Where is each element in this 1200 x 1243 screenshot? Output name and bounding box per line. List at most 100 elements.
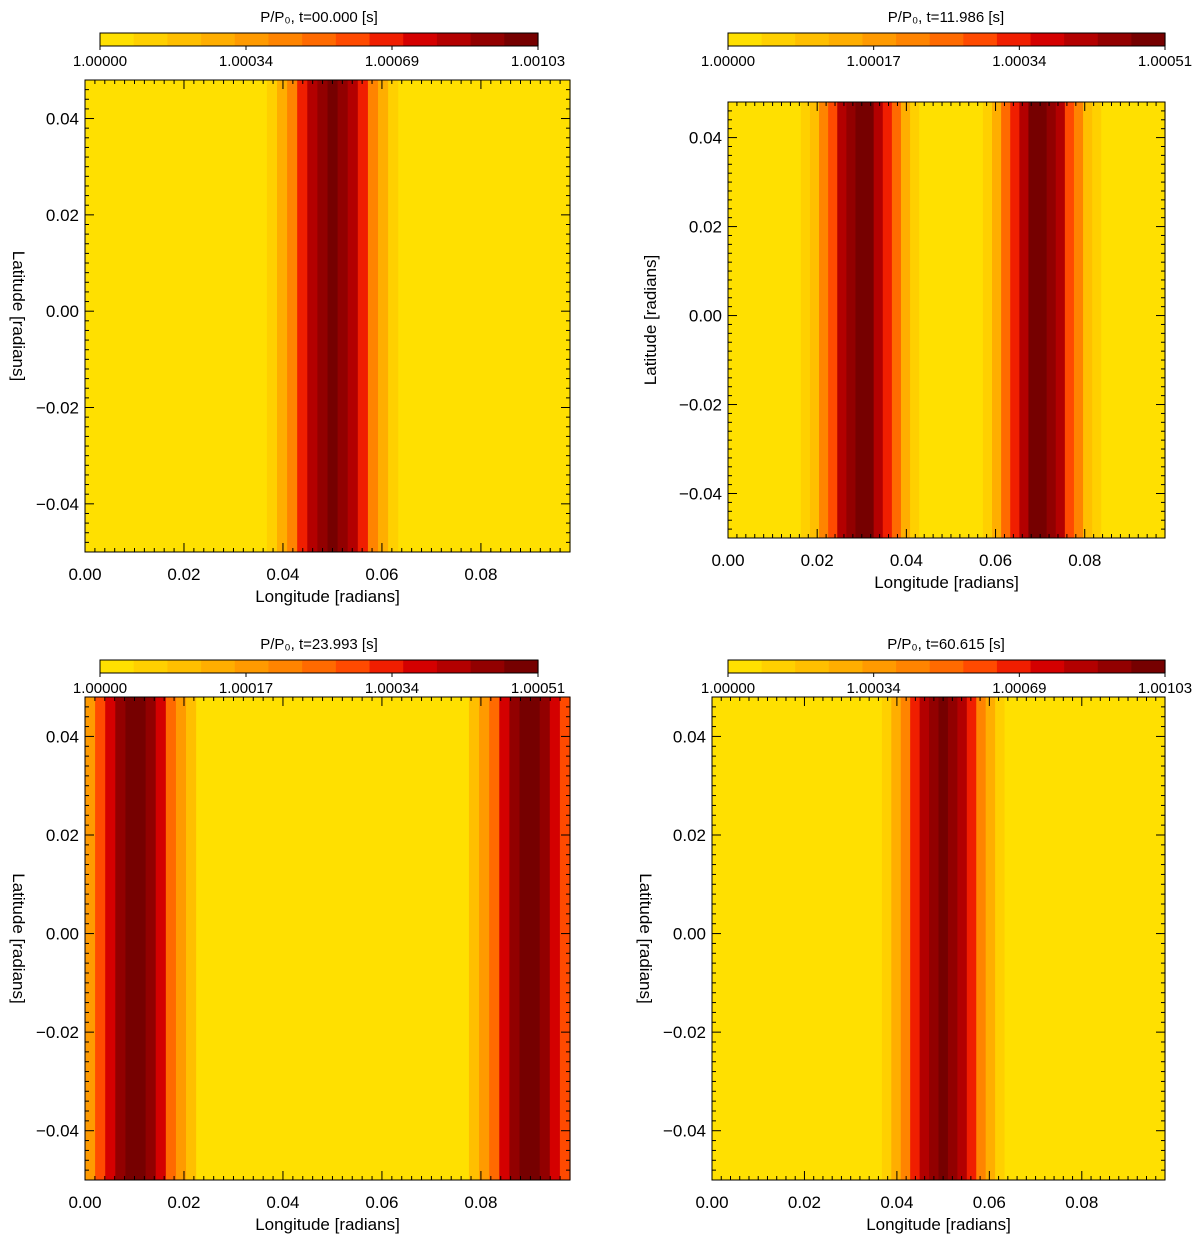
heatmap-cell: [135, 697, 147, 1180]
heatmap-cell: [796, 697, 807, 1180]
colorbar-swatch: [369, 660, 404, 673]
heatmap-cell: [145, 697, 157, 1180]
x-tick-label: 0.00: [68, 1193, 101, 1212]
chart-panel-3: P/P₀, t=23.993 [s] 1.00000 1.00017 1.00034 1…: [9, 636, 571, 1234]
colorbar-swatch: [963, 660, 998, 673]
colorbar-swatch: [795, 33, 830, 46]
colorbar-swatch: [1097, 33, 1132, 46]
y-tick-label: −0.02: [36, 399, 79, 418]
heatmap-cell: [910, 697, 921, 1180]
heatmap-cell: [206, 80, 217, 552]
heatmap-cell: [529, 697, 541, 1180]
heatmap-cell: [791, 102, 802, 538]
y-axis-label: Latitude [radians]: [9, 251, 28, 381]
heatmap-cell: [115, 80, 127, 552]
heatmap-cell: [728, 102, 738, 538]
colorbar-tick-label: 1.00000: [701, 53, 755, 70]
colorbar-tick-label: 1.00017: [847, 53, 901, 70]
heatmap-cell: [1061, 697, 1072, 1180]
heatmap-cell: [837, 102, 847, 538]
heatmap-cell: [1051, 697, 1062, 1180]
colorbar-swatch: [963, 33, 998, 46]
heatmap-cell: [1089, 697, 1100, 1180]
colorbar-swatch: [335, 660, 371, 673]
heatmap-cell: [85, 697, 96, 1180]
heatmap-cell: [1155, 697, 1166, 1180]
heatmap-cell: [891, 102, 902, 538]
colorbar-tick-label: 1.00000: [73, 680, 127, 697]
colorbar-frame: [727, 32, 1166, 47]
heatmap-cell: [448, 80, 460, 552]
heatmap-cell: [992, 102, 1002, 538]
heatmap-cell: [256, 80, 268, 552]
heatmap-cell: [85, 80, 96, 552]
heatmap-cell: [549, 80, 561, 552]
heatmap-cell: [891, 697, 902, 1180]
heatmap-cell: [357, 80, 369, 552]
heatmap-cell: [539, 80, 551, 552]
y-tick-label: −0.04: [679, 485, 722, 504]
heatmap-cell: [95, 80, 106, 552]
y-axis-label: Latitude [radians]: [9, 873, 28, 1003]
heatmap-cell: [236, 697, 248, 1180]
colorbar-swatch: [996, 660, 1032, 673]
heatmap-cell: [246, 697, 258, 1180]
heatmap-cell: [337, 80, 349, 552]
heatmap-cell: [145, 80, 157, 552]
heatmap-cell: [928, 102, 938, 538]
colorbar-swatch: [761, 33, 796, 46]
colorbar-swatch: [302, 33, 337, 46]
colorbar-swatch: [167, 33, 202, 46]
colorbar-swatch: [929, 33, 964, 46]
y-tick-label: 0.04: [46, 727, 79, 746]
y-tick-label: 0.00: [46, 925, 79, 944]
heatmap-cell: [1032, 697, 1043, 1180]
heatmap-cell: [712, 697, 723, 1180]
colorbar-swatch: [728, 660, 763, 673]
x-tick-label: 0.08: [1068, 551, 1101, 570]
heatmap-cell: [115, 697, 127, 1180]
heatmap-cell: [873, 102, 884, 538]
y-tick-label: 0.02: [46, 826, 79, 845]
colorbar-swatch: [436, 33, 472, 46]
colorbar-swatch: [268, 660, 303, 673]
heatmap-cell: [337, 697, 349, 1180]
heatmap-cell: [398, 80, 409, 552]
x-tick-label: 0.02: [167, 1193, 200, 1212]
heatmap-cell: [1117, 697, 1128, 1180]
heatmap-cell: [246, 80, 258, 552]
heatmap-cell: [276, 697, 288, 1180]
heatmap-cell: [266, 697, 278, 1180]
heatmap-cell: [155, 80, 167, 552]
heatmap-cell: [559, 80, 571, 552]
heatmap-cell: [408, 80, 420, 552]
heatmap-cell: [1023, 697, 1034, 1180]
heatmap-cell: [1064, 102, 1075, 538]
heatmap-cell: [408, 697, 420, 1180]
heatmap-cell: [307, 80, 318, 552]
colorbar-swatch: [1064, 33, 1099, 46]
x-axis-label: Longitude [radians]: [255, 1215, 400, 1234]
colorbar-swatch: [1131, 33, 1166, 46]
heatmap-cell: [1014, 697, 1025, 1180]
heatmap-cell: [800, 102, 811, 538]
colorbar-swatch: [133, 33, 168, 46]
heatmap-cell: [809, 102, 820, 538]
colorbar-tick-label: 1.00034: [992, 53, 1046, 70]
colorbar-swatch: [896, 33, 931, 46]
heatmap-cell: [105, 697, 116, 1180]
heatmap-cell: [196, 697, 207, 1180]
colorbar-swatch: [1064, 660, 1099, 673]
heatmap-cell: [815, 697, 826, 1180]
colorbar-swatch: [929, 660, 964, 673]
colorbar-swatch: [470, 33, 505, 46]
heatmap-cell: [1098, 697, 1109, 1180]
colorbar-tick-label: 1.00034: [365, 680, 419, 697]
heatmap-cell: [499, 80, 510, 552]
heatmap-cell: [964, 102, 975, 538]
colorbar-swatch: [828, 33, 864, 46]
heatmap-cell: [834, 697, 845, 1180]
heatmap-cell: [236, 80, 248, 552]
heatmap-cell: [1055, 102, 1066, 538]
x-tick-label: 0.06: [973, 1193, 1006, 1212]
